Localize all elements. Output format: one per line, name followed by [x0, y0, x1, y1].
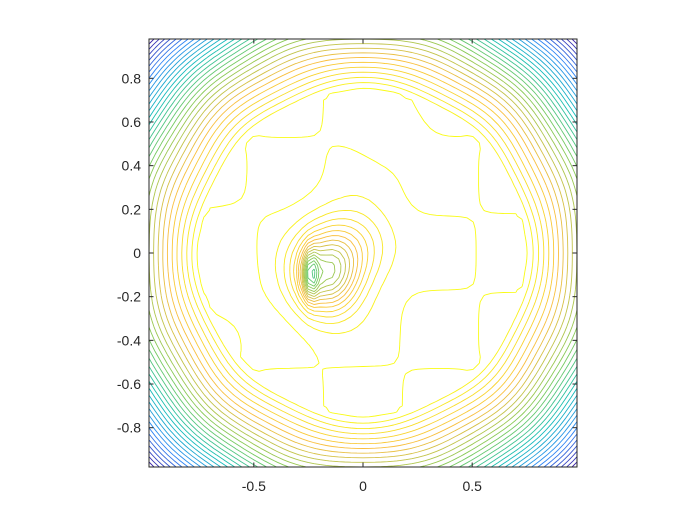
contour-level-13: [149, 39, 577, 467]
y-tick-label: -0.4: [117, 332, 141, 348]
contour-level-1: [149, 39, 577, 467]
axes: -0.5 0 0.5 0.8 0.6 0.4 0.2 0 -0.2 -0.4 -0.6 -0.8: [117, 38, 578, 494]
contour-level-9: [149, 39, 577, 467]
y-tick-label: 0.2: [122, 201, 142, 217]
contour-level-5: [149, 39, 577, 467]
contour-level-3: [149, 39, 577, 467]
contour-level-23: [153, 43, 573, 463]
y-tick-label: 0.6: [122, 114, 142, 130]
contour-level-15: [149, 39, 577, 467]
contour-level-27: [171, 61, 555, 445]
contour-level-30: [186, 76, 540, 430]
contour-level-25: [162, 52, 564, 454]
contour-level-10: [149, 39, 577, 467]
contour-level-20: [149, 39, 577, 467]
y-tick-label: 0.8: [122, 70, 142, 86]
contour-level-28: [176, 66, 550, 440]
contour-level-17: [149, 39, 577, 467]
contour-level-11: [149, 39, 577, 467]
contour-level-12: [149, 39, 577, 467]
contour-level-7: [149, 39, 577, 467]
contour-level-14: [149, 39, 577, 467]
x-tick-label: 0: [359, 478, 367, 494]
x-tick-label: -0.5: [242, 478, 266, 494]
contour-level-32: [196, 87, 528, 418]
contour-level-2: [149, 39, 577, 467]
y-tick-label: -0.8: [117, 420, 141, 436]
y-tick-label: -0.2: [117, 289, 141, 305]
y-tick-label: 0.4: [122, 158, 142, 174]
contour-level-6: [149, 39, 577, 467]
contour-level-29: [181, 71, 545, 435]
contour-level-18: [149, 39, 577, 467]
x-tick-label: 0.5: [462, 478, 482, 494]
contour-level-16: [149, 39, 577, 467]
y-tick-label: 0: [133, 245, 141, 261]
contour-level-4: [149, 39, 577, 467]
y-tick-label: -0.6: [117, 376, 141, 392]
contour-level-24: [157, 47, 569, 459]
contour-level-8: [149, 39, 577, 467]
contour-level-19: [149, 39, 577, 467]
contour-level-31: [191, 82, 534, 424]
contour-level-26: [166, 57, 559, 449]
